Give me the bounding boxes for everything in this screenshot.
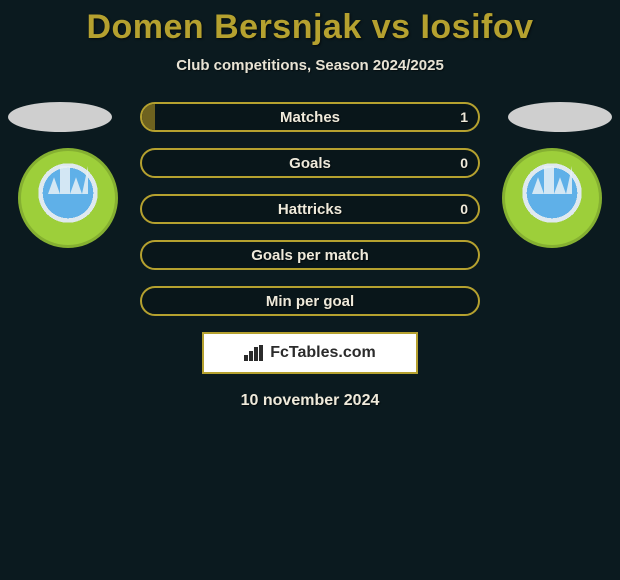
stat-bars: Matches1Goals0Hattricks0Goals per matchM… [140, 102, 480, 316]
brand-chart-icon [244, 345, 264, 361]
stat-bar: Goals0 [140, 148, 480, 178]
brand-text: FcTables.com [270, 344, 376, 362]
player-right-photo [508, 102, 612, 132]
stat-right-value: 0 [460, 196, 468, 222]
player-left-photo [8, 102, 112, 132]
brand-box[interactable]: FcTables.com [202, 332, 418, 374]
club-left-badge [18, 148, 118, 248]
stat-bar-label: Goals per match [142, 242, 478, 268]
stat-bar-label: Goals [142, 150, 478, 176]
stat-bar: Matches1 [140, 102, 480, 132]
stat-bar-label: Matches [142, 104, 478, 130]
snapshot-date: 10 november 2024 [0, 392, 620, 410]
stat-bar: Goals per match [140, 240, 480, 270]
stat-bar-label: Hattricks [142, 196, 478, 222]
stat-bar: Hattricks0 [140, 194, 480, 224]
comparison-stage: Matches1Goals0Hattricks0Goals per matchM… [0, 102, 620, 316]
stat-bar: Min per goal [140, 286, 480, 316]
stat-right-value: 1 [460, 104, 468, 130]
comparison-subtitle: Club competitions, Season 2024/2025 [0, 57, 620, 74]
stat-right-value: 0 [460, 150, 468, 176]
club-right-badge [502, 148, 602, 248]
stat-bar-label: Min per goal [142, 288, 478, 314]
comparison-title: Domen Bersnjak vs Iosifov [0, 0, 620, 47]
